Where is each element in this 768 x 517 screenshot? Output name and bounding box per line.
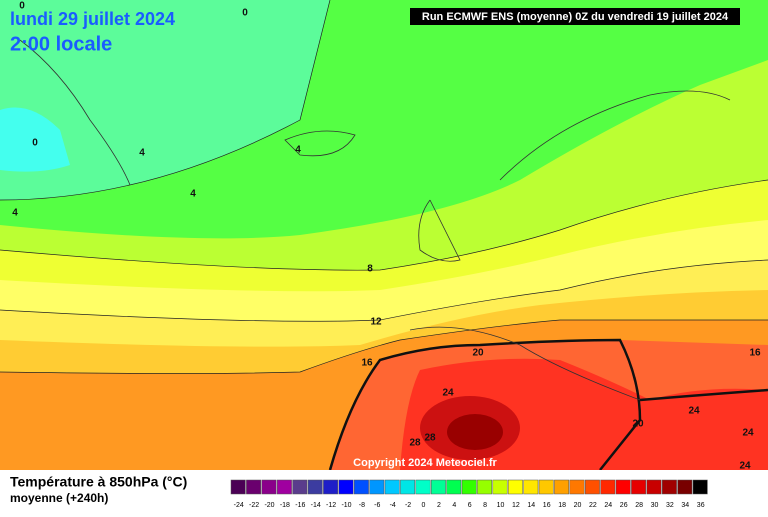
legend-swatch: [415, 479, 431, 495]
legend-swatch: [569, 479, 585, 495]
contour-label: 4: [295, 145, 301, 156]
contour-20: [328, 338, 642, 471]
legend-label: 36: [697, 502, 705, 509]
legend-label: 8: [483, 502, 487, 509]
legend-swatch: [523, 479, 539, 495]
legend-swatch: [507, 479, 523, 495]
contour-label: 16: [749, 348, 761, 359]
legend-swatch: [646, 479, 662, 495]
legend-subtitle: moyenne (+240h): [10, 491, 108, 505]
legend-title: Température à 850hPa (°C): [10, 474, 187, 490]
contour-label: 4: [139, 148, 145, 159]
legend-swatch: [631, 479, 647, 495]
legend-swatch: [338, 479, 354, 495]
legend-swatch: [323, 479, 339, 495]
legend-label: -20: [264, 502, 274, 509]
legend-swatch: [307, 479, 323, 495]
contour-label: 28: [409, 438, 421, 449]
run-box: [410, 8, 740, 25]
contour-label: 20: [472, 348, 484, 359]
legend-swatch: [261, 479, 277, 495]
legend-label: 14: [527, 502, 535, 509]
contour-label: 28: [424, 433, 436, 444]
legend-swatch: [584, 479, 600, 495]
legend-label: -6: [374, 502, 380, 509]
legend-swatch: [384, 479, 400, 495]
contour-label: 4: [12, 208, 18, 219]
contour-label: 24: [688, 406, 700, 417]
legend-swatch: [369, 479, 385, 495]
legend-label: 12: [512, 502, 520, 509]
band: [0, 107, 70, 172]
legend-label: -8: [359, 502, 365, 509]
map-time: 2:00 locale: [10, 33, 112, 55]
legend-label: -22: [249, 502, 259, 509]
legend-label: -16: [295, 502, 305, 509]
legend-label: 10: [497, 502, 505, 509]
legend-swatch: [477, 479, 493, 495]
legend-swatch: [461, 479, 477, 495]
legend-label: 16: [543, 502, 551, 509]
legend-label: 28: [635, 502, 643, 509]
contour-label: 24: [742, 428, 754, 439]
legend-swatch: [554, 479, 570, 495]
legend-swatch: [661, 479, 677, 495]
legend-swatch: [400, 479, 416, 495]
legend-label: -4: [390, 502, 396, 509]
legend-label: 4: [452, 502, 456, 509]
contour-label: 12: [370, 317, 382, 328]
legend-label: 20: [574, 502, 582, 509]
contour-label: 24: [739, 461, 751, 472]
contour-label: 8: [367, 264, 373, 275]
contour-label: 4: [190, 189, 196, 200]
contour-20: [639, 388, 768, 402]
legend-swatch: [615, 479, 631, 495]
coastlines: [19, 39, 731, 401]
contour-label: 0: [32, 138, 38, 149]
legend-label: 2: [437, 502, 441, 509]
run-info: Run ECMWF ENS (moyenne) 0Z du vendredi 1…: [422, 11, 729, 23]
legend-label: -10: [341, 502, 351, 509]
legend-swatch: [677, 479, 693, 495]
isotherms: [0, 0, 768, 374]
contour-label: 0: [19, 1, 25, 12]
legend-swatch: [600, 479, 616, 495]
legend-label: -24: [234, 502, 244, 509]
legend-swatch: [246, 479, 262, 495]
legend-label: 32: [666, 502, 674, 509]
legend-label: -18: [280, 502, 290, 509]
legend-swatch: [430, 479, 446, 495]
legend-label: -2: [405, 502, 411, 509]
legend-swatch: [692, 479, 708, 495]
legend-label: 26: [620, 502, 628, 509]
legend-label: 18: [558, 502, 566, 509]
legend-swatch: [446, 479, 462, 495]
legend-label: 6: [468, 502, 472, 509]
legend-swatch: [276, 479, 292, 495]
legend-label: -14: [311, 502, 321, 509]
legend-swatch: [353, 479, 369, 495]
legend-label: 30: [651, 502, 659, 509]
legend-label: 34: [681, 502, 689, 509]
legend-swatch: [230, 479, 246, 495]
legend-label: 22: [589, 502, 597, 509]
contour-label: 0: [242, 8, 248, 19]
legend-swatch: [492, 479, 508, 495]
legend-label: 0: [422, 502, 426, 509]
legend-label: -12: [326, 502, 336, 509]
legend-swatch: [292, 479, 308, 495]
band: [447, 414, 503, 450]
contour-label: 16: [361, 358, 373, 369]
map-date: lundi 29 juillet 2024: [10, 9, 175, 29]
contour-label: 20: [632, 419, 644, 430]
copyright: Copyright 2024 Meteociel.fr: [353, 457, 497, 469]
legend-swatch: [538, 479, 554, 495]
legend-label: 24: [604, 502, 612, 509]
contour-label: 24: [442, 388, 454, 399]
